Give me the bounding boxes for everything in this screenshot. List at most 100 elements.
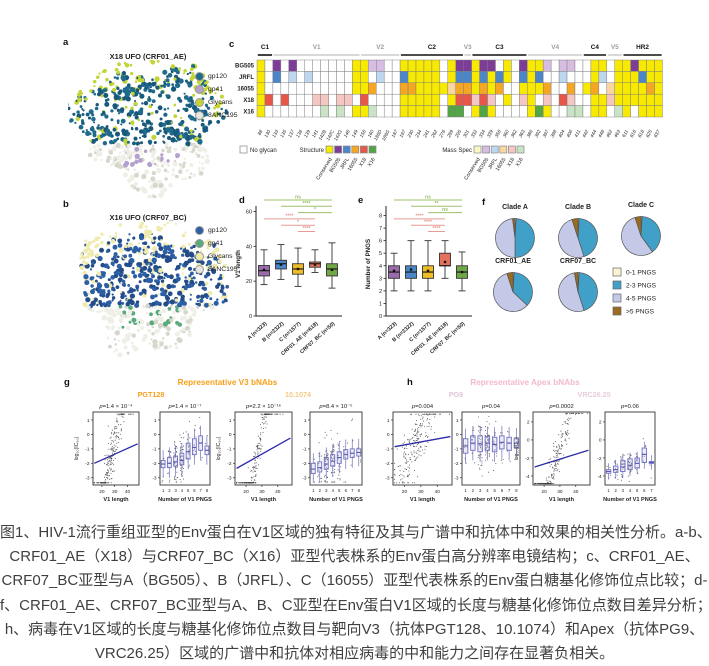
svg-text:1: 1 (464, 488, 467, 493)
svg-text:ns: ns (442, 207, 448, 213)
svg-text:X18: X18 (243, 98, 254, 104)
svg-text:X16: X16 (367, 157, 377, 168)
legend-item: gp120 (195, 70, 237, 83)
vrc26-25-label: VRC26.25 (577, 390, 611, 399)
svg-text:241: 241 (422, 129, 431, 139)
legend-label: 8ANC195 (208, 112, 238, 119)
svg-text:-2: -2 (302, 461, 307, 467)
svg-text:1: 1 (387, 418, 390, 424)
panel-h-label: h (407, 377, 413, 388)
legend-item: Glycans (195, 96, 237, 109)
panel-b-label: b (63, 199, 69, 210)
svg-text:363: 363 (518, 129, 526, 139)
svg-text:442: 442 (581, 129, 589, 139)
svg-text:X18: X18 (358, 157, 368, 168)
legend-label: gp120 (208, 73, 227, 80)
svg-text:p=2.2 × 10⁻¹⁶: p=2.2 × 10⁻¹⁶ (245, 403, 282, 410)
svg-text:4: 4 (332, 488, 335, 493)
structure-b-title: X16 UFO (CRF07_BC) (109, 213, 187, 222)
svg-text:log₁₀(IC₅₀): log₁₀(IC₅₀) (216, 436, 222, 460)
svg-text:142B: 142B (317, 129, 327, 141)
svg-text:*: * (314, 207, 317, 213)
svg-text:411: 411 (574, 129, 582, 138)
caption-line: CRF07_BC亚型与A（BG505）、B（JRFL）、C（16055）亚型代表… (1, 572, 708, 590)
svg-text:7: 7 (199, 488, 202, 493)
svg-text:5: 5 (187, 488, 190, 493)
legend-label: gp41 (208, 240, 224, 247)
svg-text:1: 1 (456, 418, 459, 424)
svg-text:406: 406 (565, 129, 573, 139)
svg-text:20: 20 (99, 489, 105, 495)
10-1074-label: 10.1074 (285, 390, 311, 399)
svg-text:Number of V1 PNGS: Number of V1 PNGS (464, 497, 518, 503)
svg-text:234: 234 (414, 129, 423, 139)
pgt128-label: PGT128 (137, 390, 165, 399)
pg9-label: PG9 (448, 390, 464, 399)
svg-text:-3: -3 (152, 476, 157, 482)
svg-text:20: 20 (402, 489, 408, 495)
svg-text:-3: -3 (85, 476, 90, 482)
legend-item: gp41 (195, 237, 237, 250)
svg-text:C2: C2 (428, 44, 437, 51)
structure-a-title: X18 UFO (CRF01_AE) (109, 52, 187, 61)
legend-swatch (195, 111, 204, 120)
svg-text:0: 0 (87, 432, 90, 438)
svg-text:3: 3 (379, 276, 382, 282)
svg-text:-3: -3 (385, 476, 390, 482)
svg-text:X18: X18 (506, 157, 516, 168)
panel-d-label: d (239, 195, 245, 206)
caption-line: h、病毒在V1区域的长度与糖基化修饰位点数目与靶向V3（抗体PGT128、10.… (4, 620, 705, 638)
svg-text:7: 7 (508, 488, 511, 493)
caption-line: VRC26.25）区域的广谱中和抗体对相应病毒的中和能力之间存在显著负相关。 (94, 645, 615, 663)
svg-text:log₁₀(IC₅₀): log₁₀(IC₅₀) (514, 436, 520, 460)
svg-text:149: 149 (351, 129, 359, 139)
svg-text:40: 40 (275, 489, 281, 495)
legend-item: 8ANC195 (195, 263, 237, 276)
svg-text:****: **** (302, 226, 311, 232)
svg-text:186D: 186D (373, 129, 383, 142)
svg-text:-2: -2 (525, 456, 530, 462)
svg-text:142C: 142C (325, 129, 335, 142)
svg-text:2: 2 (168, 488, 171, 493)
svg-text:****: **** (302, 201, 311, 207)
svg-text:CRF01_AE: CRF01_AE (495, 258, 531, 265)
svg-text:****: **** (285, 213, 294, 219)
pngs-pie-charts: Clade A Clade B Clade C CRF01_AE CRF07_BC 0-1… (493, 202, 661, 316)
svg-text:30: 30 (259, 489, 265, 495)
legend-item: Glycans (195, 250, 237, 263)
svg-text:-2: -2 (152, 461, 157, 467)
svg-text:138: 138 (295, 129, 303, 139)
svg-text:1: 1 (87, 418, 90, 424)
svg-text:1: 1 (154, 418, 157, 424)
svg-text:1: 1 (312, 488, 315, 493)
svg-text:398: 398 (550, 129, 558, 139)
svg-text:p=0.0002: p=0.0002 (548, 404, 573, 410)
legend-item: gp120 (195, 224, 237, 237)
svg-text:Number of V1 PNGS: Number of V1 PNGS (158, 497, 212, 503)
caption-line: CRF01_AE（X18）与CRF07_BC（X16）亚型代表株系的Env蛋白高… (9, 548, 700, 566)
svg-text:ns: ns (295, 195, 301, 201)
svg-text:7: 7 (351, 488, 354, 493)
svg-text:-1: -1 (152, 447, 157, 453)
legend-swatch (195, 72, 204, 81)
svg-text:0: 0 (249, 314, 252, 320)
svg-text:V1 length: V1 length (549, 497, 575, 503)
svg-text:1: 1 (304, 418, 307, 424)
svg-text:362: 362 (510, 129, 518, 139)
svg-text:60: 60 (246, 209, 252, 215)
svg-text:Number of V1 PNGS: Number of V1 PNGS (309, 497, 363, 503)
svg-text:2: 2 (379, 289, 382, 295)
svg-text:404: 404 (557, 129, 565, 139)
caption-line: 图1、HIV-1流行重组亚型的Env蛋白在V1区域的独有特征及其与广谱中和抗体中… (0, 524, 709, 541)
svg-text:-4: -4 (597, 474, 602, 480)
svg-text:2-3 PNGS: 2-3 PNGS (626, 283, 657, 290)
svg-text:160: 160 (367, 129, 375, 139)
svg-text:-2: -2 (85, 461, 90, 467)
svg-text:-2: -2 (454, 461, 459, 467)
svg-text:262: 262 (430, 129, 439, 139)
svg-text:289: 289 (446, 129, 455, 139)
protein-structure-a-image (68, 60, 229, 198)
figure-caption: 图1、HIV-1流行重组亚型的Env蛋白在V1区域的独有特征及其与广谱中和抗体中… (0, 521, 709, 666)
svg-text:40: 40 (435, 489, 441, 495)
